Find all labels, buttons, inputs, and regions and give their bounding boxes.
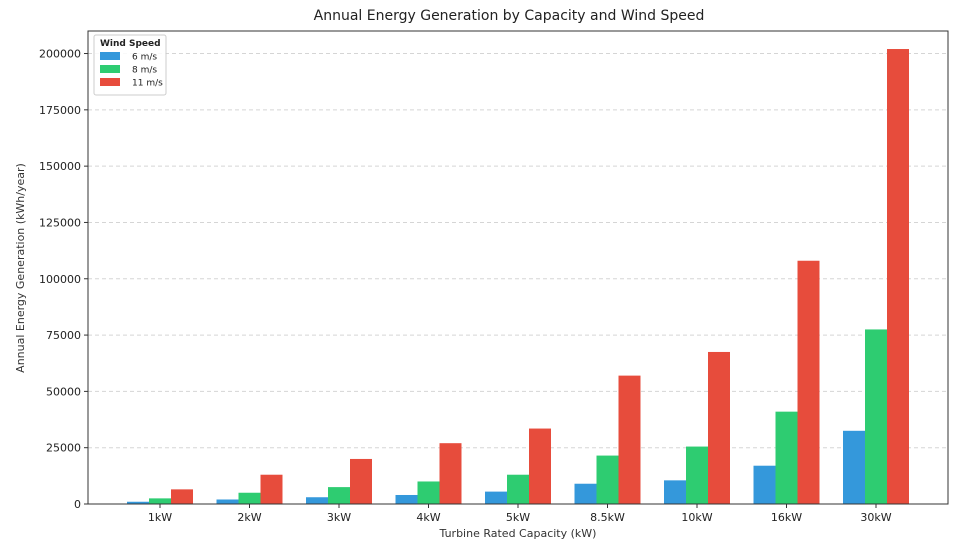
legend: Wind Speed 6 m/s 8 m/s 11 m/s: [93, 34, 167, 96]
bar: [306, 497, 328, 504]
bar: [529, 428, 551, 504]
bar: [574, 483, 597, 504]
bar: [260, 474, 283, 504]
legend-label: 8 m/s: [132, 66, 157, 76]
y-tick-label: 0: [74, 498, 81, 511]
bar: [485, 491, 507, 504]
x-tick-label: 3kW: [327, 511, 351, 524]
legend-label: 11 m/s: [132, 79, 163, 89]
bar: [507, 474, 529, 504]
legend-swatch: [100, 52, 120, 60]
y-tick-label: 50000: [46, 385, 81, 398]
legend-title: Wind Speed: [100, 39, 161, 49]
bar: [753, 465, 776, 504]
bar: [395, 494, 418, 504]
x-tick-label: 8.5kW: [590, 511, 625, 524]
legend-label: 6 m/s: [132, 53, 157, 63]
bar: [708, 351, 730, 504]
bar: [664, 480, 686, 504]
x-axis-ticks: 1kW 2kW 3kW 4kW 5kW 8.5kW 10kW 16kW 30kW: [148, 504, 892, 524]
chart-title: Annual Energy Generation by Capacity and…: [314, 8, 705, 24]
legend-swatch: [100, 65, 120, 73]
y-tick-label: 200000: [39, 48, 81, 61]
x-tick-label: 5kW: [506, 511, 530, 524]
bar: [238, 492, 261, 504]
gridlines: [88, 53, 948, 449]
bar: [439, 443, 462, 504]
bar: [775, 411, 798, 504]
bar: [127, 501, 149, 504]
y-axis-ticks: 0 25000 50000 75000 100000 125000 150000 175000…: [39, 48, 88, 511]
bar: [417, 481, 440, 504]
bars: [127, 49, 909, 505]
y-tick-label: 125000: [39, 216, 81, 229]
legend-swatch: [100, 78, 120, 86]
bar: [887, 49, 909, 505]
x-tick-label: 2kW: [237, 511, 261, 524]
y-tick-label: 100000: [39, 273, 81, 286]
x-tick-label: 1kW: [148, 511, 172, 524]
y-tick-label: 150000: [39, 160, 81, 173]
bar: [686, 446, 708, 504]
bar: [350, 458, 372, 504]
bar: [596, 455, 619, 504]
y-tick-label: 175000: [39, 104, 81, 117]
x-tick-label: 4kW: [416, 511, 440, 524]
bar: [865, 329, 887, 504]
legend-items: 6 m/s 8 m/s 11 m/s: [100, 52, 163, 89]
bar: [149, 498, 171, 504]
y-tick-label: 25000: [46, 442, 81, 455]
bar: [171, 489, 193, 504]
y-axis-label: Annual Energy Generation (kWh/year): [14, 163, 27, 373]
x-tick-label: 30kW: [860, 511, 891, 524]
x-tick-label: 16kW: [771, 511, 802, 524]
bar: [797, 260, 820, 504]
bar: [843, 430, 865, 504]
bar: [328, 487, 350, 504]
x-tick-label: 10kW: [681, 511, 712, 524]
x-axis-label: Turbine Rated Capacity (kW): [439, 527, 597, 540]
bar: [216, 499, 239, 504]
bar: [618, 375, 641, 504]
y-tick-label: 75000: [46, 329, 81, 342]
